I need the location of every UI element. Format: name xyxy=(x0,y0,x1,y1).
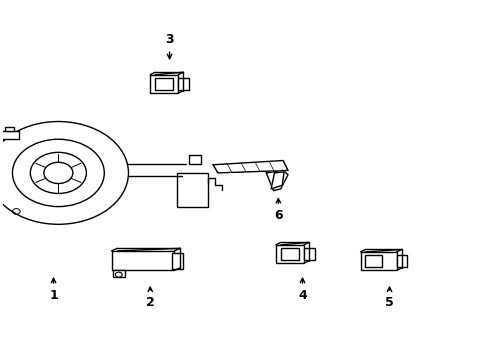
Bar xyxy=(112,270,124,278)
Circle shape xyxy=(115,272,122,277)
Bar xyxy=(0,131,19,139)
Bar xyxy=(111,251,174,270)
Bar xyxy=(172,253,182,269)
Text: 1: 1 xyxy=(49,278,58,302)
Polygon shape xyxy=(265,170,287,191)
Text: 3: 3 xyxy=(165,33,174,59)
Bar xyxy=(280,248,299,260)
Bar xyxy=(5,127,14,131)
Bar xyxy=(360,252,396,270)
Text: 2: 2 xyxy=(145,287,154,309)
Polygon shape xyxy=(270,172,284,189)
Bar xyxy=(188,155,201,164)
Bar xyxy=(155,78,173,90)
Bar xyxy=(177,173,208,207)
Text: 5: 5 xyxy=(385,287,393,309)
Circle shape xyxy=(44,162,73,184)
Bar xyxy=(396,255,407,267)
Bar xyxy=(365,256,381,267)
Bar xyxy=(150,75,178,93)
Text: 4: 4 xyxy=(298,278,306,302)
Circle shape xyxy=(0,122,128,224)
Bar xyxy=(275,245,304,263)
Text: 6: 6 xyxy=(273,198,282,222)
Circle shape xyxy=(30,152,86,193)
Bar xyxy=(304,248,314,260)
Polygon shape xyxy=(213,161,287,173)
Circle shape xyxy=(12,139,104,207)
Bar xyxy=(178,78,188,90)
